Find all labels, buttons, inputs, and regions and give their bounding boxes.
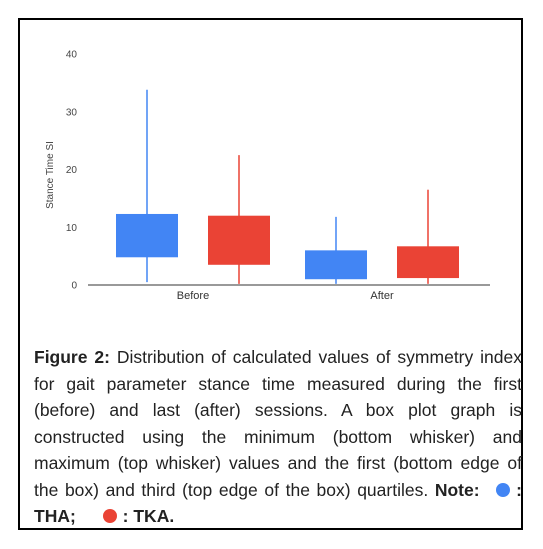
y-tick-label: 20	[66, 165, 78, 176]
tha-legend-label: : THA;	[34, 479, 522, 527]
tha-box	[305, 250, 367, 280]
x-tick-label: Before	[177, 290, 209, 302]
y-tick-label: 30	[66, 107, 78, 118]
x-tick-label: After	[370, 290, 394, 302]
figure-label: Figure 2:	[34, 347, 110, 367]
y-tick-label: 0	[71, 281, 77, 292]
tka-box	[397, 246, 459, 279]
y-tick-label: 10	[66, 223, 78, 234]
y-tick-label: 40	[66, 50, 78, 61]
axes: 0 10 20 30 40 Stance Time SI Before After	[45, 50, 490, 302]
tha-box	[116, 213, 178, 258]
box-plot-chart: 0 10 20 30 40 Stance Time SI Before After	[45, 50, 490, 302]
caption-text: Distribution of calculated values of sym…	[34, 347, 522, 500]
box-series	[116, 89, 459, 284]
tka-box	[208, 215, 270, 265]
tka-legend-dot	[102, 509, 117, 523]
figure-caption: Figure 2: Distribution of calculated val…	[34, 344, 522, 530]
tka-legend-label: : TKA.	[122, 506, 175, 526]
note-label: Note:	[434, 479, 480, 500]
tha-legend-dot	[496, 482, 511, 497]
y-axis-label: Stance Time SI	[45, 141, 56, 209]
